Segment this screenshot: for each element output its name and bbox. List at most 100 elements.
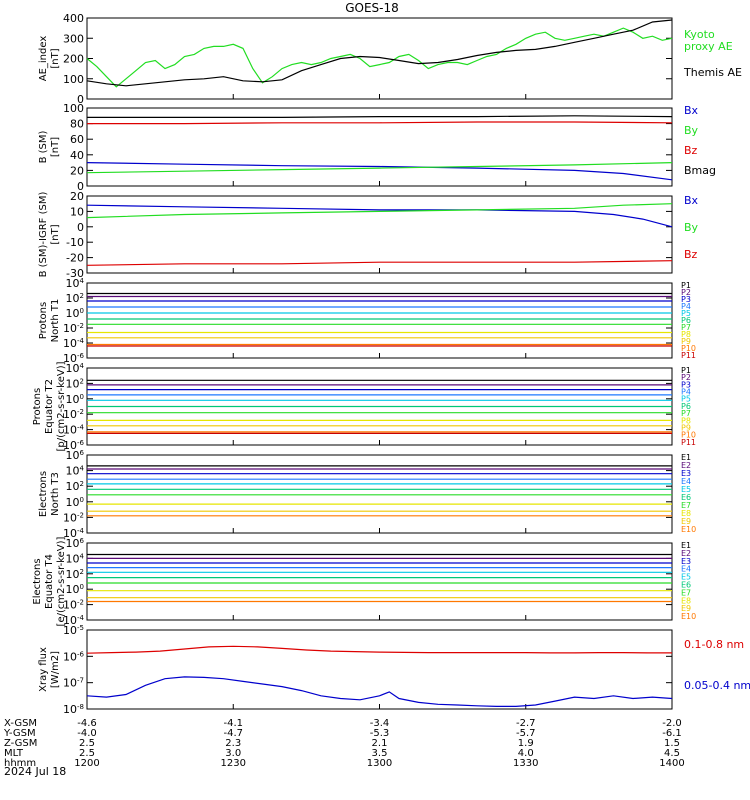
y-tick-label: 10-5 — [63, 624, 84, 637]
series-0-05-0-4-nm — [86, 676, 673, 708]
y-axis-label: Xray flux — [38, 647, 49, 692]
y-tick-label: 300 — [63, 32, 84, 45]
y-tick-label: 104 — [66, 362, 85, 375]
axis-row-value: -2.7 — [516, 718, 536, 729]
y-tick-label: 102 — [66, 480, 84, 493]
legend-entry: E1 — [681, 453, 691, 462]
y-axis-label: [e/(cm2-s-sr-keV)] — [56, 536, 67, 626]
y-tick-label: 20 — [70, 190, 84, 203]
series-bx — [86, 204, 673, 228]
axis-row-value: 2.1 — [372, 738, 388, 749]
y-tick-label: 106 — [66, 537, 85, 550]
y-tick-label: 80 — [70, 118, 84, 131]
legend-entry: E6 — [681, 581, 691, 590]
axis-row-label: hhmm — [4, 758, 36, 769]
y-tick-label: 10-6 — [63, 650, 85, 663]
y-axis-label: Protons — [32, 388, 43, 425]
legend-entry: E10 — [681, 612, 696, 621]
axis-row-value: -5.3 — [370, 728, 390, 739]
legend-entry: Bx — [684, 104, 699, 117]
legend-entry: Bmag — [684, 164, 716, 177]
panel-2: 0 20 40 60 80 100 B (SM) [nT] Bx By Bz Bmag — [38, 102, 716, 193]
y-axis-label: B (SM)-IGRF (SM) — [38, 192, 49, 278]
axis-row-value: 4.0 — [518, 748, 534, 759]
axis-row-value: -4.1 — [223, 718, 243, 729]
y-tick-label: 100 — [63, 73, 84, 86]
panel-frame — [86, 17, 673, 100]
axis-row-value: 1300 — [367, 758, 392, 769]
y-axis-label: [p/(cm2-s-sr-keV)] — [56, 361, 67, 451]
axis-row-label: Z-GSM — [4, 738, 37, 749]
axis-row-value: -4.0 — [77, 728, 97, 739]
y-tick-label: 10-7 — [63, 677, 84, 690]
axis-row-value: -4.7 — [223, 728, 243, 739]
legend-entry: Bz — [684, 144, 698, 157]
legend-entry: P6 — [681, 402, 691, 411]
y-tick-label: 104 — [66, 552, 85, 565]
axis-row-value: 1.5 — [664, 738, 680, 749]
legend-entry: P7 — [681, 409, 691, 418]
legend-entry: P1 — [681, 281, 691, 290]
legend-entry: E6 — [681, 493, 691, 502]
y-tick-label: 10-2 — [63, 408, 84, 421]
legend-entry: 0.1-0.8 nm — [684, 638, 744, 651]
y-tick-label: 100 — [66, 583, 84, 596]
legend-entry: P9 — [681, 337, 691, 346]
y-tick-label: 60 — [70, 133, 84, 146]
panel-frame — [86, 629, 673, 710]
axis-row-value: -6.1 — [662, 728, 682, 739]
axis-row-value: 1400 — [659, 758, 684, 769]
legend-entry: P2 — [681, 288, 691, 297]
y-tick-label: 102 — [66, 568, 84, 581]
legend-entry: P11 — [681, 351, 696, 360]
panel-5: 10-6 10-4 10-2 100 102 104 Protons Equator T2 [p… — [32, 361, 696, 452]
axis-row-value: 1330 — [513, 758, 538, 769]
date-label: 2024 Jul 18 — [4, 765, 66, 778]
y-tick-label: 10-2 — [63, 511, 84, 524]
legend-entry: E4 — [681, 477, 691, 486]
panel-7: 10-4 10-2 100 102 104 106 Electrons Equator T4[… — [32, 536, 696, 627]
legend-entry: P7 — [681, 323, 691, 332]
y-axis-label: [W/m2] — [50, 651, 61, 688]
y-tick-label: 102 — [66, 292, 84, 305]
y-axis-label: Equator T2 — [44, 379, 55, 434]
series-0-1-0-8-nm — [86, 645, 672, 654]
y-axis-label: Protons — [38, 302, 49, 339]
axis-row-value: -3.4 — [370, 718, 390, 729]
axis-row-value: 1230 — [221, 758, 246, 769]
legend-entry: E2 — [681, 461, 691, 470]
y-axis-label: AE_index — [38, 36, 49, 82]
legend-entry: E1 — [681, 541, 691, 550]
legend-entry: P4 — [681, 302, 691, 311]
legend-entry: E3 — [681, 469, 691, 478]
y-tick-label: 10 — [70, 205, 84, 218]
y-tick-label: 200 — [63, 53, 84, 66]
legend-entry: P5 — [681, 395, 691, 404]
axis-row-value: -4.6 — [77, 718, 97, 729]
legend-entry: P8 — [681, 330, 691, 339]
y-axis-label: [nT] — [50, 224, 61, 244]
y-tick-label: 0 — [77, 180, 84, 193]
y-tick-label: 100 — [63, 102, 84, 115]
axis-row-value: 1200 — [74, 758, 99, 769]
legend-entry: P5 — [681, 309, 691, 318]
y-tick-label: 20 — [70, 164, 84, 177]
legend-entry: E2 — [681, 549, 691, 558]
legend-entry: By — [684, 221, 699, 234]
legend-entry: P4 — [681, 388, 691, 397]
time-axis-footer: 2024 Jul 18 X-GSM -4.6 -4.1 -3.4 -2.7 -2.0 Y-G… — [3, 718, 685, 778]
axis-row-value: 3.5 — [372, 748, 388, 759]
legend-entry: Themis AE — [683, 66, 742, 79]
legend-entry: E9 — [681, 517, 691, 526]
legend-entry: E7 — [681, 501, 691, 510]
legend-entry: E9 — [681, 604, 691, 613]
legend-entry: E4 — [681, 565, 691, 574]
legend-entry: P3 — [681, 380, 691, 389]
legend-entry: P2 — [681, 373, 691, 382]
axis-row-label: Y-GSM — [3, 728, 36, 739]
legend-entry: E3 — [681, 557, 691, 566]
